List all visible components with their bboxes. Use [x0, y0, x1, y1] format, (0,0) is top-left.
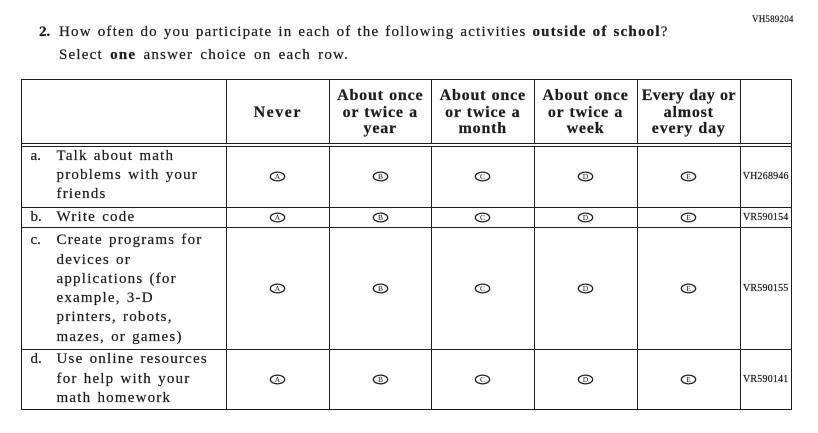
svg-text:E: E	[686, 213, 691, 222]
svg-text:A: A	[275, 172, 281, 181]
svg-text:A: A	[275, 213, 281, 222]
svg-text:D: D	[583, 213, 589, 222]
svg-text:B: B	[378, 375, 383, 384]
svg-text:D: D	[583, 375, 589, 384]
svg-text:A: A	[275, 375, 281, 384]
svg-text:C: C	[480, 375, 485, 384]
svg-text:B: B	[378, 172, 383, 181]
svg-text:C: C	[480, 213, 485, 222]
svg-text:D: D	[583, 172, 589, 181]
svg-text:E: E	[686, 172, 691, 181]
svg-text:E: E	[686, 375, 691, 384]
svg-text:B: B	[378, 213, 383, 222]
svg-text:C: C	[480, 284, 485, 293]
svg-text:C: C	[480, 172, 485, 181]
svg-text:E: E	[686, 284, 691, 293]
svg-text:D: D	[583, 284, 589, 293]
svg-text:A: A	[275, 284, 281, 293]
svg-text:B: B	[378, 284, 383, 293]
